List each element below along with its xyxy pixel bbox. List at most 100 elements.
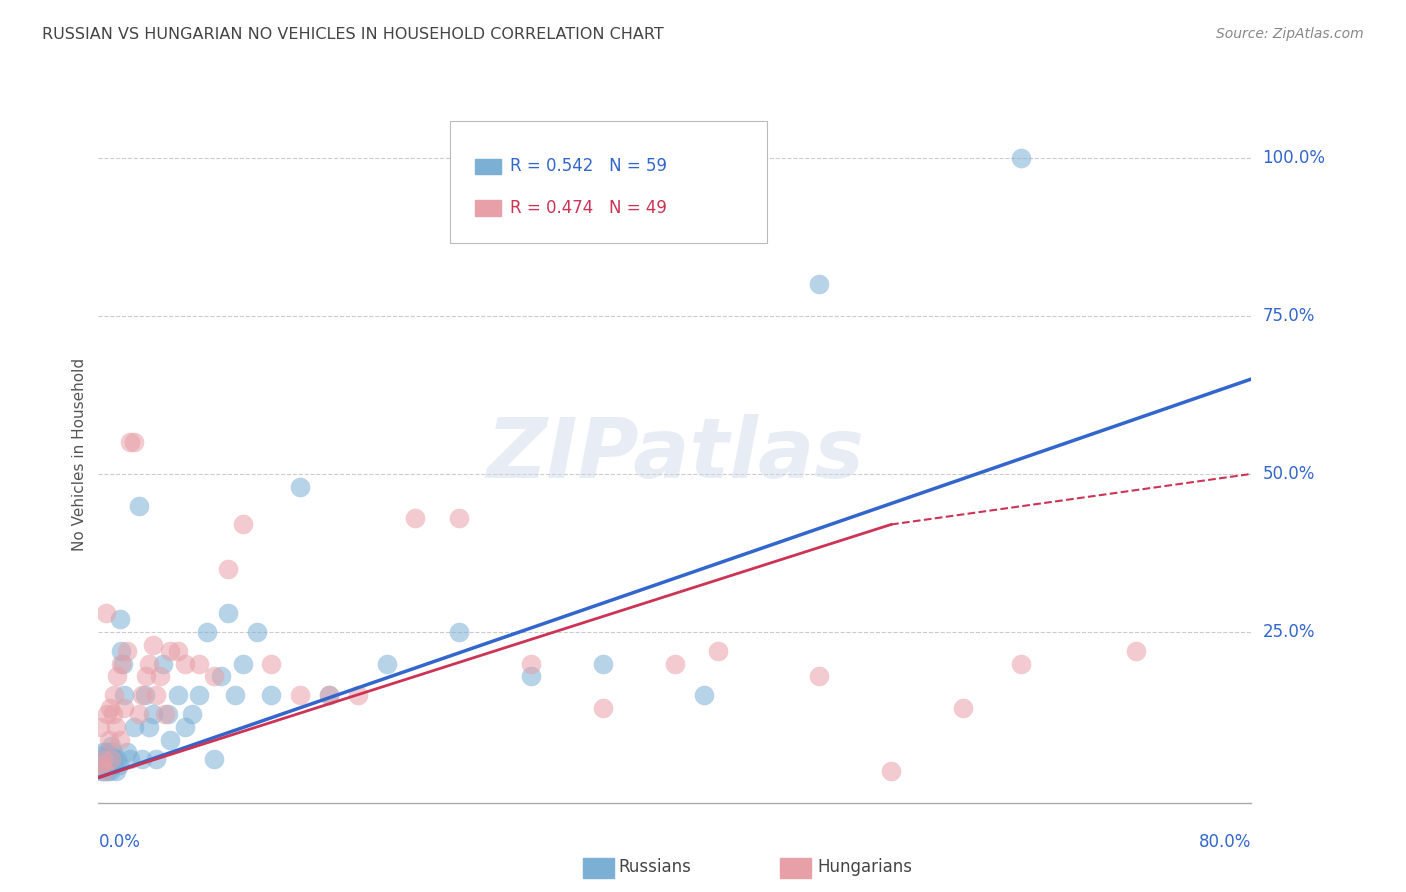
Point [90, 764, 112, 779]
Point [89, 720, 111, 734]
Point [447, 625, 470, 640]
Point [149, 669, 172, 683]
Point [98, 764, 121, 779]
Text: 50.0%: 50.0% [1263, 465, 1315, 483]
Point [260, 688, 283, 702]
Point [375, 657, 398, 671]
Text: R = 0.542   N = 59: R = 0.542 N = 59 [510, 157, 666, 175]
Point [166, 644, 188, 658]
Text: R = 0.474   N = 49: R = 0.474 N = 49 [510, 199, 666, 217]
Point [318, 688, 340, 702]
Point [592, 657, 614, 671]
Point [166, 688, 188, 702]
Point [120, 751, 142, 765]
Point [107, 757, 129, 772]
Point [156, 707, 179, 722]
Point [94, 745, 117, 759]
Point [260, 657, 283, 671]
Point [880, 764, 903, 779]
Point [104, 764, 127, 779]
Point [145, 751, 167, 765]
Point [96, 751, 118, 765]
Point [159, 732, 181, 747]
Point [101, 757, 124, 772]
Point [131, 688, 153, 702]
Point [195, 625, 218, 640]
Point [108, 612, 131, 626]
Point [174, 657, 197, 671]
Point [405, 511, 427, 525]
Point [120, 435, 142, 450]
Point [117, 644, 139, 658]
Point [447, 511, 470, 525]
Point [290, 479, 312, 493]
Point [159, 644, 181, 658]
Point [93, 764, 115, 779]
Point [231, 517, 254, 532]
Point [318, 688, 340, 702]
Text: 100.0%: 100.0% [1263, 149, 1326, 167]
Point [94, 606, 117, 620]
Point [217, 606, 239, 620]
Point [346, 688, 368, 702]
Point [707, 644, 730, 658]
Point [1010, 657, 1032, 671]
Point [97, 757, 120, 772]
Point [100, 739, 122, 753]
Point [110, 644, 132, 658]
Point [188, 657, 211, 671]
Text: Source: ZipAtlas.com: Source: ZipAtlas.com [1216, 27, 1364, 41]
Point [202, 669, 225, 683]
Y-axis label: No Vehicles in Household: No Vehicles in Household [72, 359, 87, 551]
Point [124, 435, 146, 450]
Point [90, 757, 112, 772]
Text: 25.0%: 25.0% [1263, 623, 1315, 641]
Text: Russians: Russians [619, 858, 692, 876]
Point [209, 669, 232, 683]
Point [112, 701, 135, 715]
Point [93, 751, 115, 765]
Point [101, 745, 124, 759]
Point [117, 745, 139, 759]
Point [111, 657, 134, 671]
Point [142, 707, 165, 722]
Point [152, 657, 174, 671]
Point [693, 688, 716, 702]
Point [96, 764, 118, 779]
Point [246, 625, 269, 640]
Point [138, 720, 160, 734]
Text: 0.0%: 0.0% [98, 833, 141, 851]
Point [98, 751, 121, 765]
Point [101, 707, 124, 722]
Point [808, 277, 831, 292]
Point [520, 669, 543, 683]
Point [202, 751, 225, 765]
Point [96, 707, 118, 722]
Point [138, 657, 160, 671]
Point [110, 657, 132, 671]
Point [808, 669, 831, 683]
Point [153, 707, 176, 722]
Point [104, 720, 127, 734]
Point [128, 707, 150, 722]
Point [592, 701, 614, 715]
Point [103, 688, 125, 702]
Text: 75.0%: 75.0% [1263, 307, 1315, 325]
Point [94, 757, 117, 772]
Point [124, 720, 146, 734]
Point [112, 688, 135, 702]
Point [131, 751, 153, 765]
Point [290, 688, 312, 702]
Point [105, 669, 128, 683]
Point [188, 688, 211, 702]
Text: 80.0%: 80.0% [1199, 833, 1251, 851]
Point [97, 745, 120, 759]
Text: Hungarians: Hungarians [817, 858, 912, 876]
Point [145, 688, 167, 702]
Point [1125, 644, 1147, 658]
FancyBboxPatch shape [475, 159, 501, 174]
Point [174, 720, 197, 734]
Point [142, 638, 165, 652]
FancyBboxPatch shape [450, 121, 768, 243]
Point [1010, 151, 1032, 165]
